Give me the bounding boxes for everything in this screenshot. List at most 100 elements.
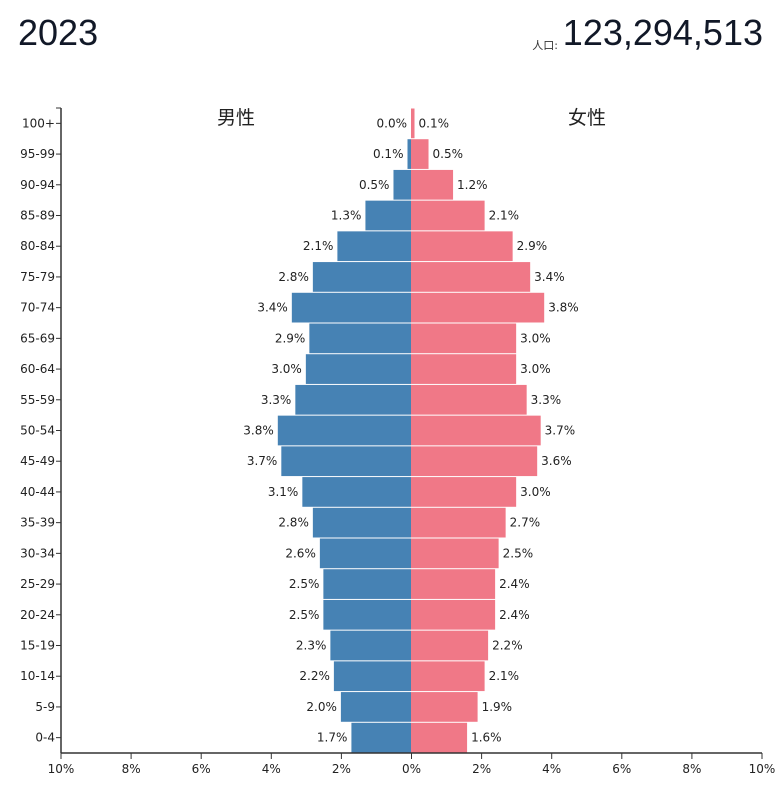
female-value-label: 2.1%: [489, 209, 519, 223]
x-tick-label: 2%: [472, 762, 491, 776]
female-bar: [411, 139, 429, 169]
age-group-label: 5-9: [35, 700, 55, 714]
legend-male: 男性: [217, 107, 255, 129]
male-value-label: 3.1%: [268, 485, 299, 499]
female-value-label: 2.1%: [489, 669, 519, 683]
male-value-label: 2.3%: [296, 639, 327, 653]
female-value-label: 3.7%: [545, 424, 576, 438]
female-bar: [411, 722, 468, 753]
male-value-label: 0.5%: [359, 178, 390, 192]
male-bar: [365, 200, 411, 231]
male-value-label: 2.1%: [303, 239, 334, 253]
age-group-label: 20-24: [20, 608, 55, 622]
female-value-label: 2.4%: [499, 577, 530, 591]
male-value-label: 2.8%: [278, 516, 309, 530]
age-group-label: 55-59: [20, 393, 55, 407]
male-bar: [295, 384, 411, 415]
male-value-label: 0.1%: [373, 147, 404, 161]
population-value: 123,294,513: [562, 12, 763, 53]
x-tick-label: 10%: [48, 762, 75, 776]
male-bar: [351, 722, 411, 753]
male-bar: [319, 538, 411, 569]
female-bar: [411, 200, 485, 231]
male-bar: [291, 292, 411, 323]
female-value-label: 3.0%: [520, 362, 551, 376]
male-value-label: 3.0%: [271, 362, 302, 376]
year-title: 2023: [18, 12, 99, 53]
x-tick-label: 6%: [192, 762, 211, 776]
age-group-label: 90-94: [20, 178, 55, 192]
age-group-label: 40-44: [20, 485, 55, 499]
age-group-label: 30-34: [20, 546, 55, 560]
female-value-label: 2.2%: [492, 639, 523, 653]
female-bar: [411, 354, 517, 384]
age-group-label: 35-39: [20, 516, 55, 530]
x-tick-label: 0%: [402, 762, 421, 776]
female-value-label: 3.3%: [531, 393, 562, 407]
male-value-label: 2.8%: [278, 270, 309, 284]
female-bar: [411, 661, 485, 692]
female-value-label: 1.2%: [457, 178, 488, 192]
x-tick-label: 8%: [682, 762, 701, 776]
female-bar: [411, 630, 489, 661]
female-bar: [411, 384, 527, 415]
female-bar: [411, 538, 499, 569]
male-bar: [281, 446, 411, 477]
x-tick-label: 4%: [262, 762, 281, 776]
male-bar: [323, 599, 411, 630]
male-value-label: 2.5%: [289, 608, 320, 622]
female-value-label: 0.5%: [433, 147, 464, 161]
age-group-label: 65-69: [20, 331, 55, 345]
age-group-label: 60-64: [20, 362, 55, 376]
female-bar: [411, 262, 531, 292]
female-bar: [411, 323, 517, 354]
legend-female: 女性: [568, 107, 606, 129]
female-value-label: 3.0%: [520, 331, 551, 345]
male-bar: [333, 661, 411, 692]
male-bar: [305, 354, 411, 384]
male-bar: [302, 477, 411, 507]
female-bar: [411, 477, 517, 507]
female-bar: [411, 446, 538, 477]
female-bar: [411, 569, 496, 599]
male-value-label: 3.3%: [261, 393, 292, 407]
female-value-label: 3.8%: [548, 301, 579, 315]
age-group-label: 10-14: [20, 669, 55, 683]
female-value-label: 2.5%: [503, 546, 534, 560]
male-value-label: 3.7%: [247, 454, 278, 468]
male-bar: [309, 323, 411, 354]
age-group-label: 80-84: [20, 239, 55, 253]
x-tick-label: 10%: [749, 762, 776, 776]
male-bar: [323, 569, 411, 599]
age-group-label: 70-74: [20, 301, 55, 315]
age-group-label: 100+: [22, 116, 55, 130]
male-value-label: 2.2%: [299, 669, 330, 683]
female-value-label: 3.4%: [534, 270, 565, 284]
age-group-label: 0-4: [35, 731, 55, 745]
male-bar: [277, 415, 411, 446]
female-value-label: 1.9%: [482, 700, 512, 714]
male-bar: [330, 630, 411, 661]
x-tick-label: 6%: [612, 762, 631, 776]
age-group-label: 95-99: [20, 147, 55, 161]
female-bar: [411, 292, 545, 323]
female-value-label: 3.6%: [541, 454, 572, 468]
male-value-label: 0.0%: [377, 116, 408, 130]
age-group-label: 50-54: [20, 424, 55, 438]
male-value-label: 1.7%: [317, 731, 348, 745]
female-value-label: 0.1%: [419, 116, 450, 130]
female-bar: [411, 169, 454, 200]
age-group-label: 75-79: [20, 270, 55, 284]
age-group-label: 85-89: [20, 209, 55, 223]
age-group-label: 15-19: [20, 639, 55, 653]
male-bar: [312, 507, 411, 538]
male-value-label: 3.4%: [257, 301, 288, 315]
male-value-label: 3.8%: [243, 424, 274, 438]
female-bar: [411, 231, 513, 262]
female-bar: [411, 507, 506, 538]
x-tick-label: 8%: [122, 762, 141, 776]
male-bar: [407, 139, 411, 169]
x-tick-label: 4%: [542, 762, 561, 776]
